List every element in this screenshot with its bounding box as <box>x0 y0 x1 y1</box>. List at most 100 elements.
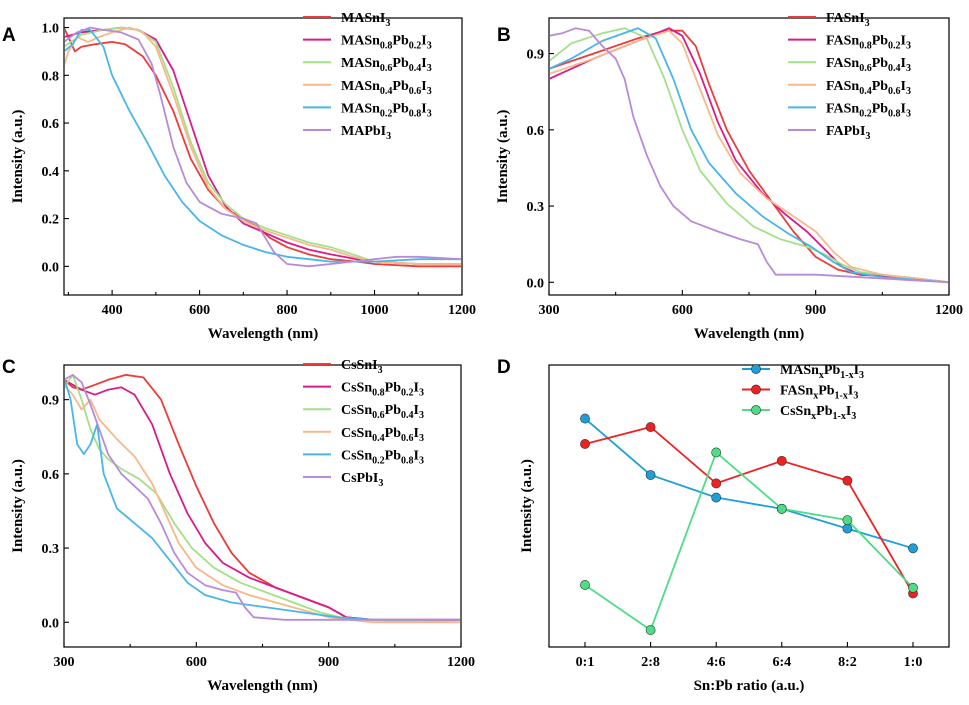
legend-entry: CsSn0.4Pb0.6I3 <box>341 426 424 444</box>
legend-text: Pb <box>872 79 889 94</box>
legend-entry: FASnxPb1-xI3 <box>780 384 858 402</box>
legend-text: FASn <box>826 34 859 49</box>
legend-text: MAPbI <box>341 124 386 139</box>
series-line <box>65 28 461 263</box>
legend-subscript: 0.8 <box>409 108 422 119</box>
legend-entry: MASn0.2Pb0.8I3 <box>341 101 432 119</box>
series-line <box>65 26 461 268</box>
legend-text: FASn <box>826 79 859 94</box>
legend-entry: FASn0.4Pb0.6I3 <box>826 79 911 97</box>
series-line <box>65 26 461 265</box>
legend-text: I <box>413 381 418 396</box>
legend-entry: MASn0.8Pb0.2I3 <box>341 34 432 52</box>
legend-subscript: 3 <box>853 391 858 402</box>
legend-subscript: 0.6 <box>888 86 901 97</box>
legend-entry: MASn0.4Pb0.6I3 <box>341 79 432 97</box>
legend-text: I <box>848 384 853 399</box>
chart-panel-C: C 300 600 900 1200 0.0 0.3 0.6 0.9 Wavelength (nm… <box>2 357 475 694</box>
series-line <box>550 29 948 284</box>
plot-frame <box>548 17 950 296</box>
x-axis-label: Wavelength (nm) <box>208 326 318 342</box>
legend-text: I <box>421 79 426 94</box>
legend-entry: CsSn0.6Pb0.4I3 <box>341 403 424 421</box>
legend-subscript: 3 <box>419 410 424 421</box>
data-point <box>711 447 722 458</box>
data-point <box>842 523 853 534</box>
legend-text: CsSn <box>341 426 372 441</box>
data-point <box>908 582 918 593</box>
legend-subscript: 0.6 <box>380 63 393 74</box>
legend-text: Pb <box>392 56 409 71</box>
y-tick-label: 0.0 <box>42 616 60 631</box>
series-line <box>65 27 461 268</box>
data-point <box>776 503 787 514</box>
y-tick-label: 0.0 <box>42 260 60 275</box>
y-tick-label: 0.9 <box>527 48 545 63</box>
legend-subscript: x <box>813 391 818 402</box>
legend-subscript: 3 <box>427 108 432 119</box>
series-line <box>550 27 948 284</box>
legend-text: Pb <box>385 448 402 463</box>
x-tick-label: 600 <box>189 303 210 318</box>
legend-entry: FASn0.8Pb0.2I3 <box>826 34 911 52</box>
legend-text: MASn <box>341 56 380 71</box>
data-point <box>711 492 722 503</box>
series-line <box>550 27 948 284</box>
x-tick-label: 1:0 <box>904 655 923 670</box>
data-point <box>842 515 853 525</box>
legend-entry: CsSn0.8Pb0.2I3 <box>341 381 424 399</box>
legend-subscript: 0.2 <box>401 388 414 399</box>
y-tick-label: 0.2 <box>42 213 60 228</box>
x-tick-label: 8:2 <box>838 655 857 670</box>
legend: FASnI3FASn0.8Pb0.2I3FASn0.6Pb0.4I3FASn0.… <box>788 11 911 142</box>
legend-subscript: 0.4 <box>401 410 414 421</box>
legend-subscript: 3 <box>427 86 432 97</box>
legend-marker <box>751 364 761 374</box>
panel-label: C <box>2 357 16 378</box>
x-tick-label: 4:6 <box>707 655 726 670</box>
x-tick-label: 6:4 <box>772 655 791 670</box>
legend-text: Pb <box>872 34 889 49</box>
legend-subscript: 0.2 <box>888 41 901 52</box>
legend-text: Pb <box>818 384 835 399</box>
plot-frame <box>548 364 950 648</box>
series-line <box>584 426 914 594</box>
x-tick-label: 600 <box>672 303 693 318</box>
legend-text: Pb <box>872 56 889 71</box>
legend-text: CsSn <box>780 404 811 419</box>
legend-text: Pb <box>385 381 402 396</box>
legend-marker <box>751 384 761 395</box>
legend-text: FASn <box>826 101 859 116</box>
legend-entry: CsSn0.2Pb0.8I3 <box>341 448 424 466</box>
series-line <box>65 379 460 621</box>
plot-frame <box>63 17 463 296</box>
x-tick-label: 0:1 <box>576 655 595 670</box>
legend-text: FAPbI <box>826 124 865 139</box>
x-tick-label: 600 <box>186 655 207 670</box>
legend-text: MASnI <box>341 11 385 26</box>
legend-entry: CsSnxPb1-xI3 <box>780 404 856 422</box>
legend-text: CsSnI <box>341 358 378 373</box>
legend-subscript: 1-x <box>840 370 853 381</box>
legend-text: I <box>854 363 859 378</box>
data-point <box>776 455 787 466</box>
legend-text: Pb <box>824 363 841 378</box>
legend-subscript: 3 <box>851 411 856 422</box>
legend-entry: MAPbI3 <box>341 124 391 142</box>
legend-subscript: 3 <box>906 86 911 97</box>
legend-subscript: 3 <box>427 41 432 52</box>
x-tick-label: 2:8 <box>641 655 660 670</box>
series-line <box>65 377 460 621</box>
legend-entry: MASn0.6Pb0.4I3 <box>341 56 432 74</box>
legend-text: MASn <box>341 34 380 49</box>
legend-entry: CsPbI3 <box>341 471 383 489</box>
legend-text: I <box>421 34 426 49</box>
x-axis-label: Sn:Pb ratio (a.u.) <box>694 678 805 694</box>
x-tick-label: 1000 <box>361 303 389 318</box>
legend-subscript: 0.4 <box>859 86 872 97</box>
legend-text: Pb <box>392 34 409 49</box>
legend-subscript: 3 <box>427 63 432 74</box>
series-line <box>65 373 460 624</box>
